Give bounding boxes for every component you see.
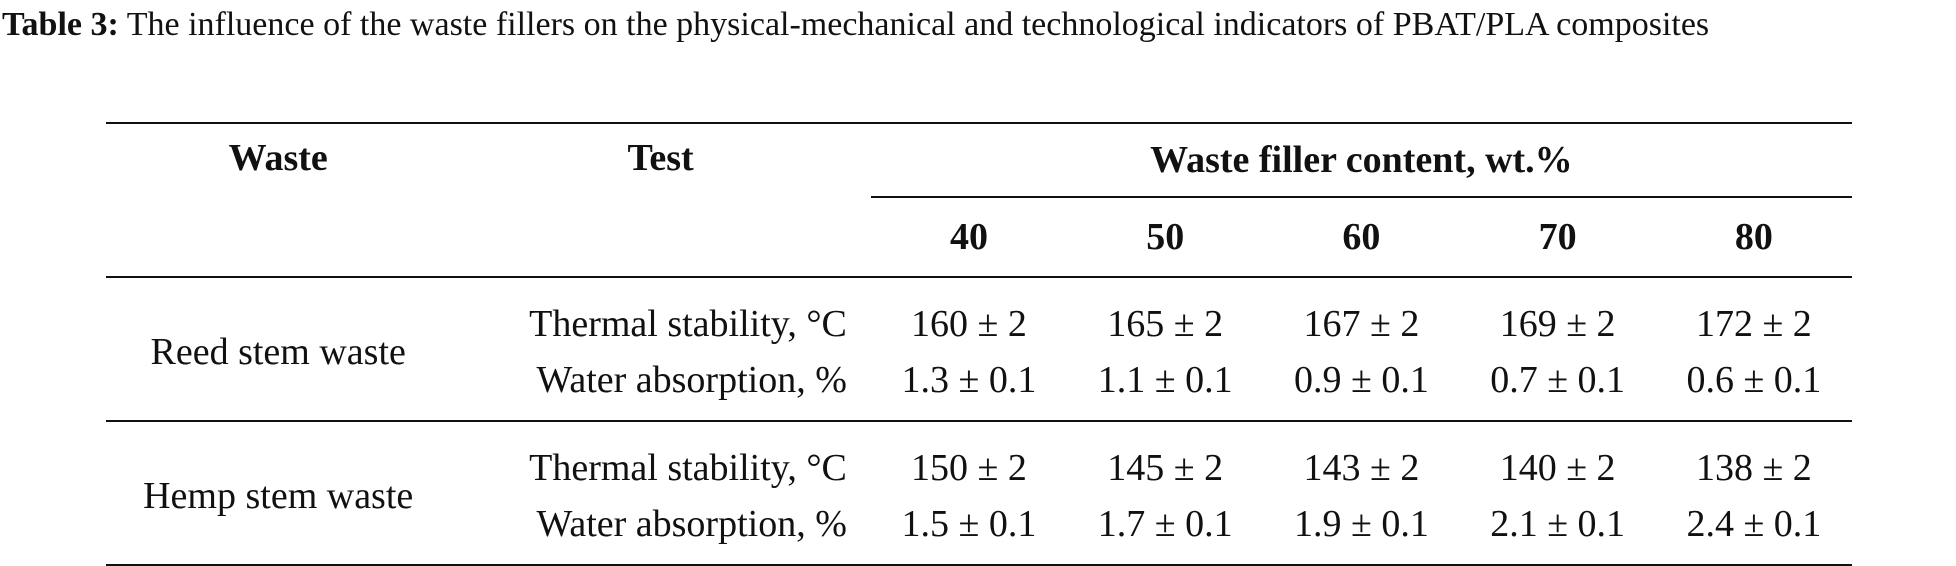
value-cell: 165 ± 2 (1107, 303, 1224, 345)
caption-label: Table 3: (2, 6, 119, 43)
table-row: Reed stem waste Thermal stability, °C 16… (106, 277, 1852, 373)
test-cell: Water absorption, % (536, 359, 847, 401)
header-content-50: 50 (1146, 216, 1185, 258)
header-waste: Waste (228, 137, 328, 179)
value-cell: 172 ± 2 (1695, 303, 1812, 345)
header-content-60: 60 (1342, 216, 1381, 258)
caption-text: The influence of the waste fillers on th… (126, 6, 1710, 43)
value-cell: 2.1 ± 0.1 (1490, 503, 1626, 545)
header-group: Waste filler content, wt.% (870, 123, 1852, 198)
value-cell: 167 ± 2 (1303, 303, 1420, 345)
value-cell: 1.7 ± 0.1 (1097, 503, 1233, 545)
value-cell: 143 ± 2 (1303, 447, 1420, 489)
value-cell: 140 ± 2 (1499, 447, 1616, 489)
value-cell: 1.3 ± 0.1 (901, 359, 1037, 401)
value-cell: 1.9 ± 0.1 (1293, 503, 1429, 545)
data-table: Waste Test Waste filler content, wt.% 40… (106, 122, 1852, 566)
table-row: Water absorption, % 1.5 ± 0.1 1.7 ± 0.1 … (106, 496, 1852, 565)
test-cell: Thermal stability, °C (529, 447, 847, 489)
header-content-70: 70 (1538, 216, 1577, 258)
value-cell: 1.1 ± 0.1 (1097, 359, 1233, 401)
value-cell: 150 ± 2 (911, 447, 1027, 489)
value-cell: 160 ± 2 (911, 303, 1027, 345)
value-cell: 0.7 ± 0.1 (1490, 359, 1626, 401)
table-row: Hemp stem waste Thermal stability, °C 15… (106, 421, 1852, 517)
value-cell: 138 ± 2 (1695, 447, 1812, 489)
value-cell: 0.6 ± 0.1 (1686, 359, 1822, 401)
value-cell: 169 ± 2 (1499, 303, 1616, 345)
table-row: Water absorption, % 1.3 ± 0.1 1.1 ± 0.1 … (106, 352, 1852, 421)
header-row-1: Waste Test Waste filler content, wt.% (106, 123, 1852, 198)
value-cell: 0.9 ± 0.1 (1293, 359, 1429, 401)
header-content-80: 80 (1734, 216, 1773, 258)
header-content-40: 40 (949, 216, 988, 258)
waste-cell: Hemp stem waste (143, 475, 414, 517)
table-caption: Table 3: The influence of the waste fill… (2, 0, 1952, 50)
test-cell: Thermal stability, °C (529, 303, 847, 345)
header-row-2: 40 50 60 70 80 (106, 197, 1852, 277)
header-test: Test (627, 137, 694, 179)
value-cell: 145 ± 2 (1107, 447, 1224, 489)
test-cell: Water absorption, % (536, 503, 847, 545)
value-cell: 2.4 ± 0.1 (1686, 503, 1822, 545)
value-cell: 1.5 ± 0.1 (901, 503, 1037, 545)
waste-cell: Reed stem waste (150, 331, 406, 373)
